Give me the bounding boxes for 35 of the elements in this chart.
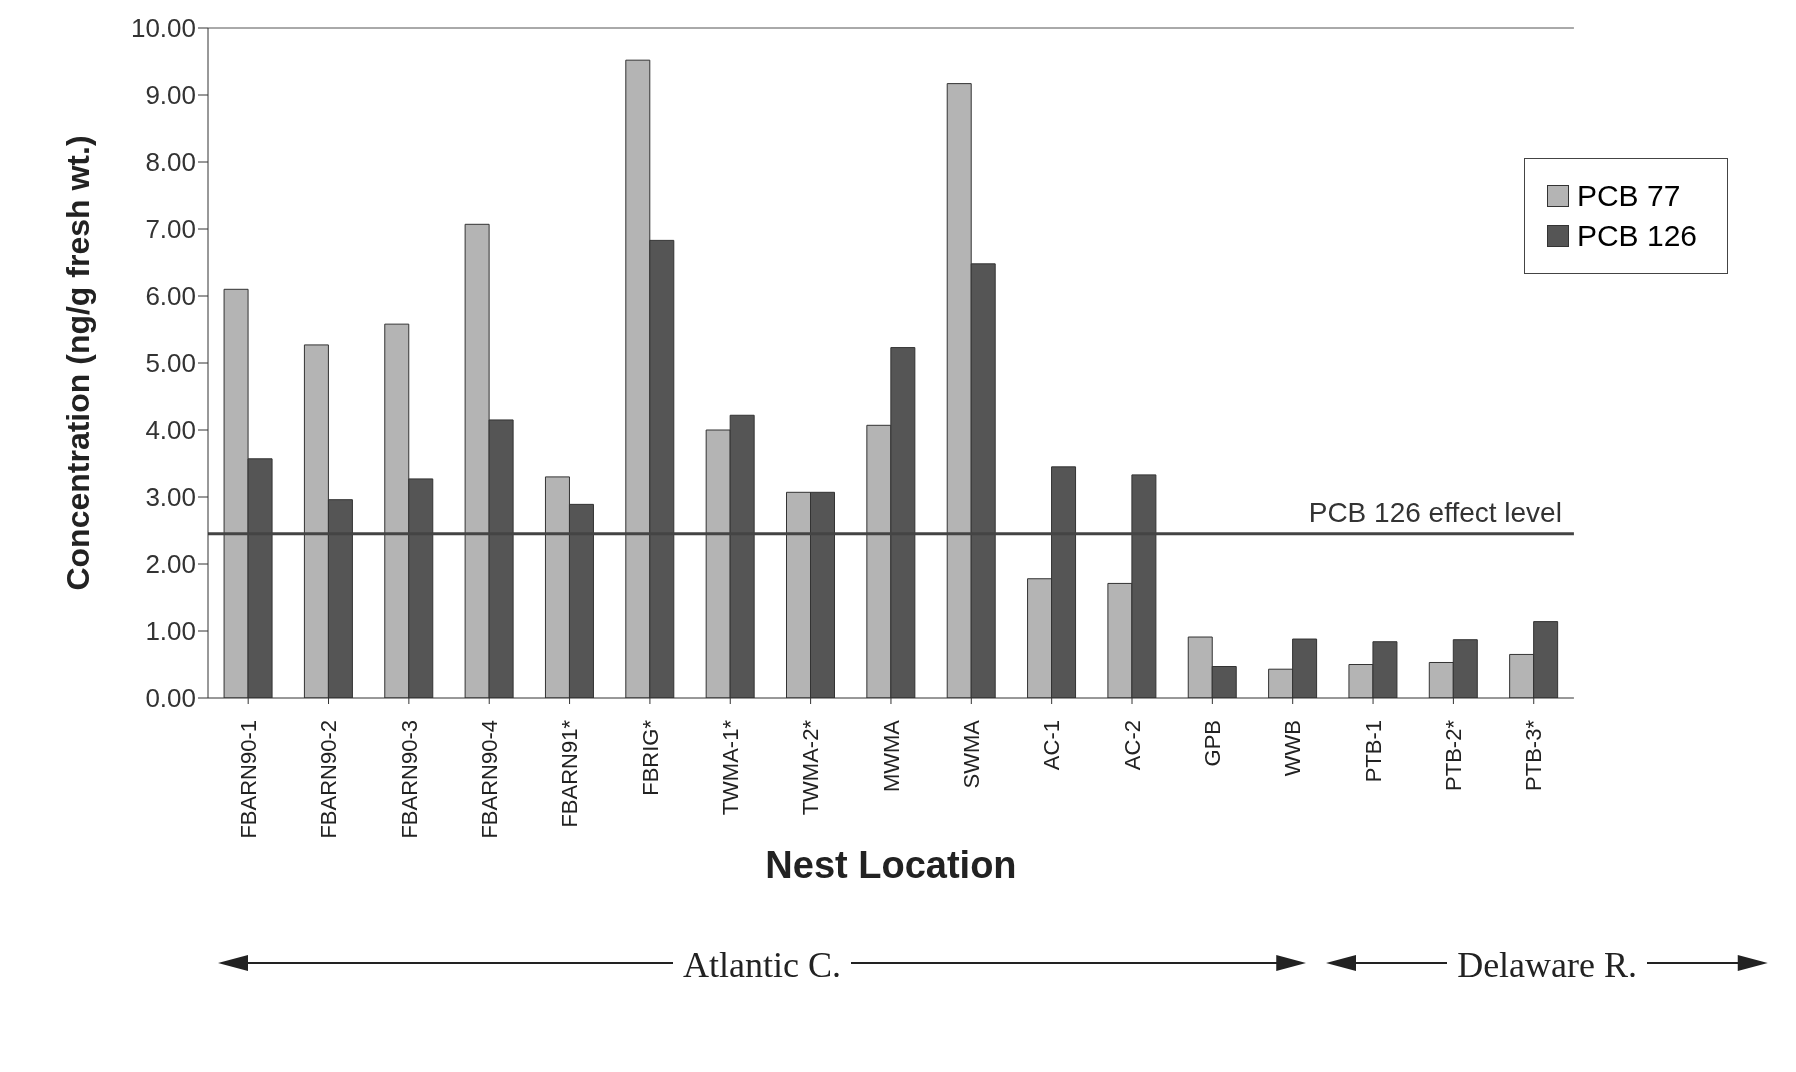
x-tick-label: FBARN90-3 [396, 720, 422, 839]
y-axis-title: Concentration (ng/g fresh wt.) [60, 135, 97, 591]
ref-line-label: PCB 126 effect level [1308, 496, 1562, 528]
x-tick-label: TWMA-1* [717, 719, 743, 816]
legend-label: PCB 77 [1576, 179, 1681, 213]
x-tick-label: PTB-3* [1521, 719, 1547, 791]
y-tick-label: 5.00 [145, 348, 196, 379]
legend-label: PCB 126 [1576, 219, 1697, 253]
x-tick-label: WWB [1280, 720, 1306, 777]
x-tick-label: FBARN90-1 [235, 720, 261, 839]
y-tick-label: 6.00 [145, 281, 196, 312]
y-tick-label: 2.00 [145, 549, 196, 580]
x-tick-label: TWMA-2* [798, 719, 824, 816]
x-tick-label: GPB [1200, 720, 1226, 767]
y-tick-label: 3.00 [145, 482, 196, 513]
x-tick-label: AC-2 [1119, 720, 1145, 771]
text: Atlantic C. [673, 945, 852, 985]
x-tick-label: FBARN91* [557, 719, 583, 828]
y-tick-label: 8.00 [145, 147, 196, 178]
y-tick-label: 1.00 [145, 616, 196, 647]
y-tick-label: 0.00 [145, 683, 196, 714]
x-tick-label: PTB-1 [1360, 720, 1386, 783]
x-axis-title: Nest Location [765, 844, 1017, 886]
x-tick-label: FBRIG* [637, 719, 663, 796]
x-tick-label: SWMA [959, 719, 985, 789]
y-tick-label: 7.00 [145, 214, 196, 245]
text: Delaware R. [1447, 945, 1648, 985]
y-tick-label: 10.00 [130, 13, 196, 44]
x-tick-label: MWMA [878, 719, 904, 793]
x-tick-label: PTB-2* [1441, 719, 1467, 791]
y-tick-label: 9.00 [145, 80, 196, 111]
y-tick-label: 4.00 [145, 415, 196, 446]
x-tick-label: FBARN90-2 [316, 720, 342, 839]
x-tick-label: AC-1 [1039, 720, 1065, 771]
x-tick-label: FBARN90-4 [476, 720, 502, 839]
